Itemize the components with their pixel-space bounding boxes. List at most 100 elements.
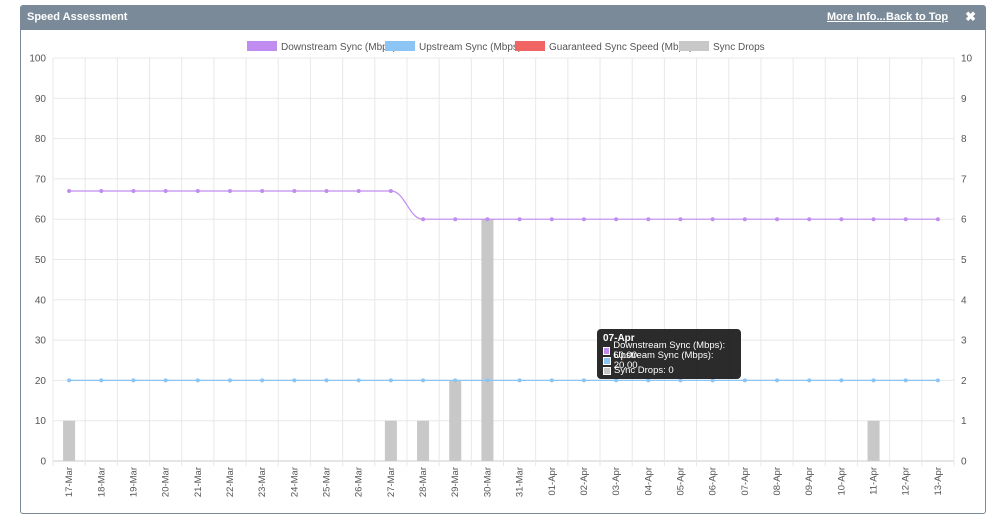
x-tick-label: 04-Apr (643, 467, 654, 496)
point-downstream (324, 188, 329, 193)
legend-item: Downstream Sync (Mbps) (247, 41, 396, 53)
more-info-link[interactable]: More Info... (827, 11, 886, 23)
y-right-tick-label: 2 (961, 376, 967, 387)
point-upstream (421, 378, 426, 383)
x-tick-label: 08-Apr (772, 467, 783, 496)
point-upstream (807, 378, 812, 383)
x-tick-label: 09-Apr (804, 467, 815, 496)
y-right-tick-label: 6 (961, 215, 967, 226)
point-upstream (839, 378, 844, 383)
legend-label: Downstream Sync (Mbps) (281, 42, 396, 53)
point-upstream (678, 378, 683, 383)
legend-swatch (515, 41, 545, 51)
y-right-tick-label: 4 (961, 295, 967, 306)
point-downstream (453, 217, 458, 222)
y-right-tick-label: 9 (961, 94, 967, 105)
x-tick-label: 11-Apr (869, 467, 880, 495)
x-tick-label: 19-Mar (128, 467, 139, 497)
point-downstream (421, 217, 426, 222)
x-tick-label: 07-Apr (740, 467, 751, 496)
x-tick-label: 13-Apr (933, 467, 944, 496)
x-tick-label: 20-Mar (161, 467, 172, 497)
grid (52, 57, 955, 466)
tooltip-label-sync-drops: Sync Drops: 0 (614, 365, 674, 376)
point-upstream (485, 378, 490, 383)
x-tick-label: 23-Mar (257, 467, 268, 497)
point-downstream (935, 217, 940, 222)
x-tick-label: 31-Mar (515, 467, 526, 497)
back-to-top-link[interactable]: Back to Top (886, 11, 949, 23)
x-tick-label: 24-Mar (289, 467, 300, 497)
y-left-tick-label: 0 (40, 457, 46, 468)
point-upstream (581, 378, 586, 383)
point-downstream (646, 217, 651, 222)
x-tick-label: 21-Mar (193, 467, 204, 497)
point-downstream (742, 217, 747, 222)
tooltip-label-upstream: Upstream Sync (Mbps): 20.00 (613, 350, 714, 371)
legend-label: Guaranteed Sync Speed (Mbps) (549, 42, 692, 53)
point-downstream (517, 217, 522, 222)
point-downstream (356, 188, 361, 193)
legend-label: Sync Drops (713, 42, 765, 53)
point-upstream (871, 378, 876, 383)
bar-sync-drops (384, 420, 397, 461)
bar-sync-drops (867, 420, 880, 461)
tooltip-swatch-upstream (603, 357, 611, 365)
tooltip-swatch-downstream (603, 347, 611, 355)
legend-swatch (679, 41, 709, 51)
panel-title: Speed Assessment (27, 11, 128, 23)
point-downstream (388, 188, 393, 193)
bar-sync-drops (63, 420, 76, 461)
point-upstream (131, 378, 136, 383)
legend-label: Upstream Sync (Mbps) (419, 42, 521, 53)
x-tick-label: 10-Apr (836, 467, 847, 496)
point-downstream (195, 188, 200, 193)
x-tick-label: 18-Mar (96, 467, 107, 497)
x-tick-label: 17-Mar (64, 467, 75, 497)
tooltip-title: 07-Apr (603, 333, 635, 344)
bar-sync-drops (449, 380, 462, 461)
y-right-tick-label: 1 (961, 416, 967, 427)
chart-tooltip: 07-Apr Downstream Sync (Mbps): 60.00 Ups… (597, 329, 741, 379)
point-downstream (292, 188, 297, 193)
point-downstream (903, 217, 908, 222)
x-tick-label: 01-Apr (547, 467, 558, 496)
legend-item: Upstream Sync (Mbps) (385, 41, 521, 53)
close-icon[interactable]: ✖ (965, 9, 976, 24)
point-upstream (388, 378, 393, 383)
x-tick-label: 27-Mar (386, 467, 397, 497)
point-downstream (260, 188, 265, 193)
x-tick-label: 29-Mar (450, 467, 461, 497)
point-upstream (517, 378, 522, 383)
point-downstream (163, 188, 168, 193)
y-right-tick-label: 10 (961, 54, 973, 65)
point-upstream (549, 378, 554, 383)
y-left-tick-label: 60 (35, 215, 47, 226)
point-upstream (935, 378, 940, 383)
point-downstream (227, 188, 232, 193)
legend-item: Guaranteed Sync Speed (Mbps) (515, 41, 692, 53)
x-tick-label: 02-Apr (579, 467, 590, 496)
x-tick-label: 03-Apr (611, 467, 622, 496)
point-downstream (775, 217, 780, 222)
x-tick-label: 28-Mar (418, 467, 429, 497)
point-downstream (131, 188, 136, 193)
point-downstream (614, 217, 619, 222)
y-right-tick-label: 0 (961, 457, 967, 468)
y-right-tick-label: 8 (961, 134, 967, 145)
point-downstream (839, 217, 844, 222)
bar-sync-drops (481, 219, 494, 461)
tooltip-label-downstream: Downstream Sync (Mbps): 60.00 (613, 340, 726, 361)
y-left-tick-label: 100 (29, 54, 46, 65)
point-upstream (260, 378, 265, 383)
point-upstream (292, 378, 297, 383)
point-upstream (710, 378, 715, 383)
point-upstream (614, 378, 619, 383)
y-right-tick-label: 5 (961, 255, 967, 266)
point-downstream (710, 217, 715, 222)
point-downstream (549, 217, 554, 222)
point-upstream (67, 378, 72, 383)
point-upstream (646, 378, 651, 383)
y-left-tick-label: 70 (35, 174, 47, 185)
